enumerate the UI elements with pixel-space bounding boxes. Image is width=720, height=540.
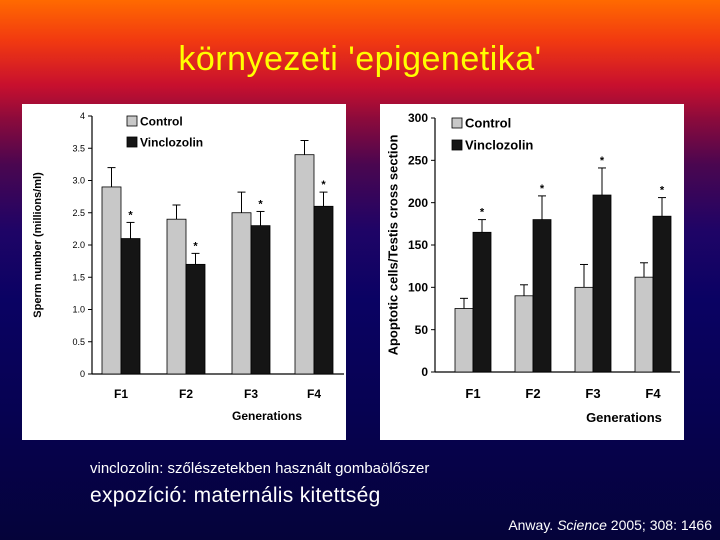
y-tick-label: 50 <box>415 323 429 337</box>
x-tick-label: F4 <box>307 387 321 401</box>
significance-star: * <box>321 179 326 191</box>
bar-vinclozolin-f3 <box>250 225 271 375</box>
bar-vinclozolin-f1 <box>472 231 492 373</box>
bar-vinclozolin-f4 <box>652 215 672 373</box>
y-tick-label: 1.0 <box>72 305 85 315</box>
bar-control-f2 <box>514 295 534 373</box>
citation-journal: Science <box>557 517 607 533</box>
x-tick-label: F2 <box>525 386 540 401</box>
bar-vinclozolin-f4 <box>313 205 334 375</box>
y-tick-label: 3.5 <box>72 143 85 153</box>
bar-control-f1 <box>101 186 122 375</box>
y-tick-label: 300 <box>408 111 428 125</box>
y-tick-label: 4 <box>80 111 85 121</box>
x-axis-label: Generations <box>586 410 662 425</box>
y-tick-label: 0.5 <box>72 337 85 347</box>
bar-control-f4 <box>294 154 315 375</box>
y-tick-label: 3.0 <box>72 176 85 186</box>
y-tick-label: 150 <box>408 238 428 252</box>
apoptotic-cells-chart: 0 50 100 150 200 250 300 Apoptotic cells/Testis… <box>385 111 680 425</box>
y-tick-label: 200 <box>408 196 428 210</box>
exposure-text: expozíció: maternális kitettség <box>90 484 381 507</box>
x-tick-label: F4 <box>645 386 661 401</box>
bar-control-f2 <box>166 218 187 375</box>
y-axis-label: Sperm number (millions/ml) <box>32 172 44 318</box>
significance-star: * <box>193 240 198 252</box>
legend-label-vinclozolin: Vinclozolin <box>465 138 533 153</box>
bar-control-f1 <box>454 308 474 373</box>
y-tick-label: 2.5 <box>72 208 85 218</box>
sperm-number-chart: 0 0.5 1.0 1.5 2.0 2.5 3.0 3.5 4 Sperm number (mil… <box>32 111 344 423</box>
legend-swatch-vinclozolin <box>126 136 138 148</box>
y-axis-label: Apoptotic cells/Testis cross section <box>385 135 400 356</box>
significance-star: * <box>600 155 605 167</box>
citation: Anway. Science 2005; 308: 1466 <box>508 517 712 533</box>
legend-label-control: Control <box>140 115 183 129</box>
bar-vinclozolin-f2 <box>532 219 552 373</box>
citation-rest: 2005; 308: 1466 <box>610 517 712 533</box>
legend-swatch-control <box>451 117 463 129</box>
y-tick-label: 1.5 <box>72 272 85 282</box>
y-tick-label: 250 <box>408 154 428 168</box>
x-tick-label: F1 <box>465 386 480 401</box>
sperm-number-chart-panel: 0 0.5 1.0 1.5 2.0 2.5 3.0 3.5 4 Sperm number (mil… <box>22 104 346 440</box>
significance-star: * <box>258 198 263 210</box>
significance-star: * <box>128 209 133 221</box>
vinclozolin-caption: vinclozolin: szőlészetekben használt gom… <box>90 460 430 477</box>
y-tick-label: 0 <box>80 369 85 379</box>
significance-star: * <box>660 185 665 197</box>
apoptotic-cells-chart-panel: 0 50 100 150 200 250 300 Apoptotic cells/Testis… <box>380 104 684 440</box>
bar-vinclozolin-f2 <box>185 263 206 375</box>
citation-author: Anway. <box>508 517 554 533</box>
bar-vinclozolin-f1 <box>120 238 141 375</box>
significance-star: * <box>480 207 485 219</box>
x-tick-label: F1 <box>114 387 128 401</box>
x-tick-label: F3 <box>585 386 600 401</box>
legend-label-control: Control <box>465 116 511 131</box>
legend-label-vinclozolin: Vinclozolin <box>140 136 203 150</box>
legend-swatch-control <box>126 115 138 127</box>
bar-control-f3 <box>574 286 594 373</box>
slide-title: környezeti 'epigenetika' <box>178 40 542 78</box>
legend-swatch-vinclozolin <box>451 139 463 151</box>
bar-vinclozolin-f3 <box>592 194 612 373</box>
bar-control-f4 <box>634 276 654 373</box>
y-tick-label: 100 <box>408 281 428 295</box>
significance-star: * <box>540 183 545 195</box>
x-axis-label: Generations <box>232 409 302 423</box>
x-tick-label: F3 <box>244 387 258 401</box>
x-tick-label: F2 <box>179 387 193 401</box>
y-tick-label: 2.0 <box>72 240 85 250</box>
y-tick-label: 0 <box>421 365 428 379</box>
bar-control-f3 <box>231 212 252 375</box>
